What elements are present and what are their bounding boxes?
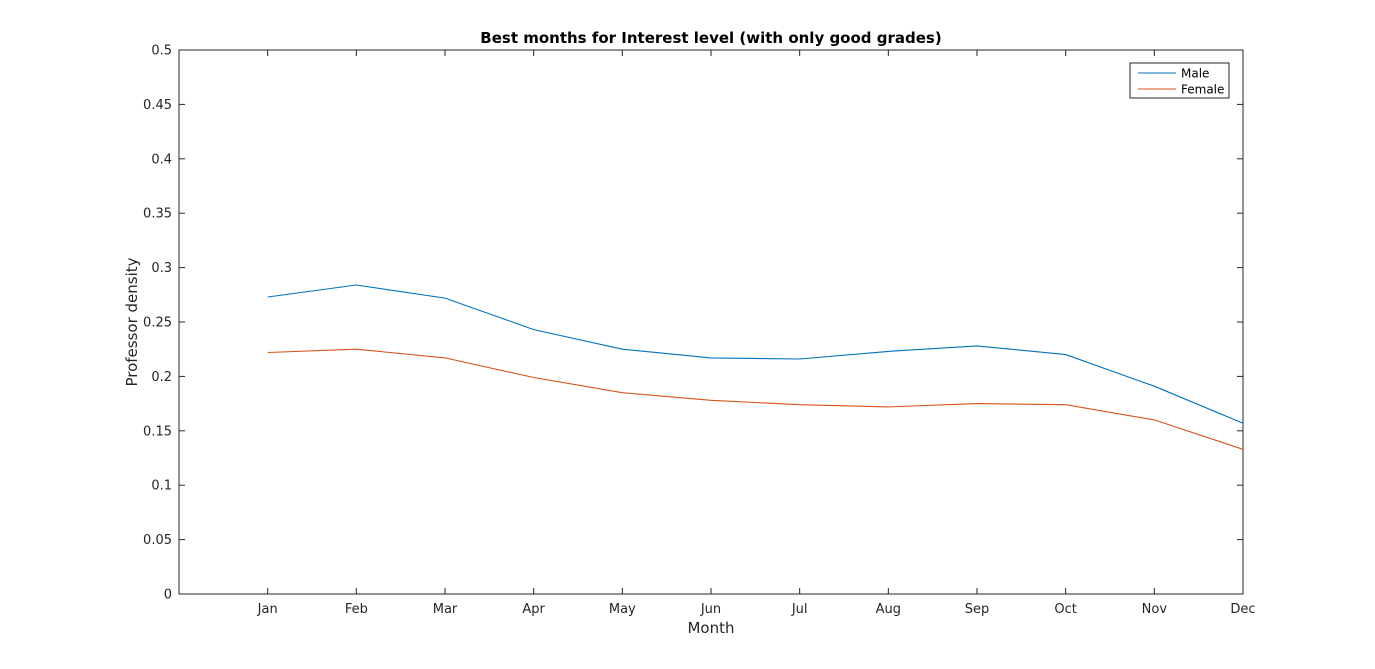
x-axis-title: Month: [687, 619, 734, 637]
x-tick-label: May: [609, 602, 636, 617]
y-axis: 0 0.05 0.1 0.15 0.2 0.25 0.3 0.35 0.4 0.45 0.5: [143, 44, 1243, 603]
data-point-male: [533, 329, 535, 331]
data-point-male: [444, 297, 446, 299]
y-tick-label: 0.3: [151, 261, 172, 276]
x-tick-label: Apr: [522, 602, 545, 617]
x-tick-label: Feb: [345, 602, 368, 617]
data-point-male: [622, 348, 624, 350]
x-tick-label: Jun: [700, 602, 721, 617]
data-point-female: [710, 400, 712, 402]
series-line-female: [267, 348, 1244, 450]
data-point-female: [1065, 404, 1067, 406]
data-point-male: [799, 358, 801, 360]
x-tick-label: Jul: [791, 602, 808, 617]
data-point-male: [356, 284, 358, 286]
y-tick-label: 0.1: [151, 479, 172, 494]
x-tick-label: Nov: [1142, 602, 1168, 617]
x-tick-label: Mar: [433, 602, 458, 617]
data-point-female: [533, 377, 535, 379]
data-point-male: [267, 296, 269, 298]
series-lines: [267, 284, 1244, 450]
y-tick-label: 0.45: [143, 98, 172, 113]
data-point-male: [710, 357, 712, 359]
y-tick-label: 0.05: [143, 533, 172, 548]
y-tick-label: 0.35: [143, 207, 172, 222]
legend-box: [1129, 62, 1230, 99]
chart-title: Best months for Interest level (with onl…: [480, 29, 941, 47]
y-tick-label: 0.2: [151, 370, 172, 385]
series-line-male: [267, 284, 1244, 424]
data-point-female: [356, 348, 358, 350]
data-point-female: [976, 403, 978, 405]
data-point-female: [267, 352, 269, 354]
data-point-male: [1242, 422, 1244, 424]
data-point-male: [1154, 385, 1156, 387]
y-tick-label: 0.5: [151, 44, 172, 59]
data-point-female: [799, 404, 801, 406]
y-tick-label: 0: [164, 588, 172, 603]
y-tick-label: 0.4: [151, 152, 172, 167]
data-point-female: [1242, 448, 1244, 450]
data-point-male: [1065, 354, 1067, 356]
y-tick-label: 0.25: [143, 316, 172, 331]
x-tick-label: Dec: [1230, 602, 1255, 617]
data-point-female: [622, 392, 624, 394]
x-axis: Jan Feb Mar Apr May Jun Jul Aug Sep Oct Nov Dec: [257, 50, 1256, 617]
legend: Male Female: [1129, 62, 1230, 99]
legend-label-female: Female: [1181, 83, 1224, 97]
data-point-male: [888, 351, 890, 353]
x-tick-label: Oct: [1054, 602, 1076, 617]
x-tick-label: Sep: [965, 602, 990, 617]
data-point-male: [976, 345, 978, 347]
y-tick-label: 0.15: [143, 424, 172, 439]
data-point-female: [444, 357, 446, 359]
legend-label-male: Male: [1181, 67, 1209, 81]
y-axis-title: Professor density: [123, 257, 141, 386]
data-point-female: [1154, 419, 1156, 421]
x-tick-label: Jan: [257, 602, 278, 617]
data-point-female: [888, 406, 890, 408]
x-tick-label: Aug: [876, 602, 901, 617]
